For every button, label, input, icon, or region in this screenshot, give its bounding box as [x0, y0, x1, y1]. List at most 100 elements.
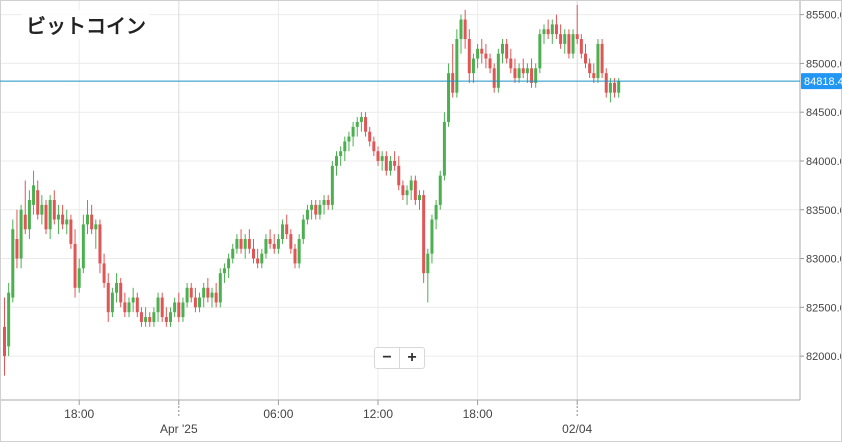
candle-body	[525, 68, 529, 74]
candle-body	[617, 81, 621, 93]
candle-body	[86, 214, 89, 225]
candle-body	[447, 73, 451, 122]
candle-body	[152, 312, 156, 322]
candle-body	[272, 243, 276, 249]
candle-body	[193, 297, 197, 308]
candle-body	[434, 204, 438, 220]
candle-body	[339, 151, 343, 157]
candle-body	[7, 292, 11, 347]
candle-body	[23, 214, 27, 230]
candle-body	[604, 73, 608, 93]
candle-body	[393, 160, 397, 166]
candle-body	[310, 204, 314, 210]
candle-body	[534, 68, 538, 83]
candle-body	[256, 258, 260, 264]
zoom-in-button[interactable]: +	[399, 348, 424, 368]
candle-body	[81, 224, 85, 269]
candle-body	[463, 19, 467, 40]
candle-body	[517, 68, 521, 79]
candle-body	[326, 200, 330, 205]
candle-body	[77, 268, 81, 288]
candle-body	[476, 48, 480, 59]
candle-body	[285, 224, 289, 235]
candle-body	[247, 239, 251, 249]
candle-body	[123, 302, 127, 313]
candle-body	[530, 68, 534, 83]
candle-body	[189, 287, 193, 298]
candle-body	[102, 263, 106, 283]
candle-body	[218, 273, 222, 303]
zoom-controls: − +	[374, 347, 425, 369]
candle-body	[563, 34, 567, 44]
candle-body	[210, 292, 214, 298]
candle-body	[368, 131, 372, 142]
candle-body	[131, 297, 135, 303]
chart-title: ビットコイン	[22, 10, 150, 39]
candle-body	[513, 68, 517, 79]
candle-body	[61, 214, 65, 225]
candle-body	[214, 292, 218, 303]
candle-body	[156, 297, 160, 313]
candle-body	[501, 43, 504, 54]
candle-body	[32, 185, 36, 205]
y-tick-label: 84000.0	[806, 156, 842, 168]
candle-body	[98, 224, 102, 264]
candle-body	[438, 175, 442, 205]
candle-body	[422, 195, 426, 274]
x-tick-label: 12:00	[363, 407, 393, 421]
candle-body	[160, 297, 164, 318]
candle-body	[492, 68, 496, 88]
y-tick-label: 85000.0	[806, 58, 842, 70]
candle-body	[127, 302, 131, 313]
candle-body	[148, 317, 152, 322]
candle-body	[106, 282, 110, 313]
candle-body	[164, 317, 168, 322]
candle-body	[484, 53, 488, 59]
candle-body	[322, 200, 326, 205]
candle-body	[418, 195, 421, 200]
candle-body	[169, 312, 172, 322]
candle-body	[297, 239, 301, 264]
candle-body	[335, 156, 338, 166]
candle-body	[264, 239, 268, 254]
candle-body	[181, 302, 185, 318]
y-tick-label: 82000.0	[806, 351, 842, 363]
candle-body	[467, 39, 471, 74]
candle-body	[584, 53, 587, 64]
candle-body	[588, 63, 592, 74]
candle-body	[260, 253, 264, 264]
current-price-label: 84818.4	[804, 76, 842, 88]
candle-body	[94, 224, 98, 230]
candle-body	[550, 24, 554, 35]
candle-body	[559, 34, 563, 44]
candle-body	[364, 117, 368, 132]
candle-body	[231, 248, 235, 259]
candle-body	[222, 268, 226, 274]
candle-body	[372, 141, 376, 152]
candle-body	[442, 121, 446, 176]
candle-body	[405, 190, 409, 196]
candle-body	[276, 239, 280, 249]
candle-body	[227, 258, 231, 269]
candle-body	[608, 82, 612, 93]
x-tick-label: Apr '25	[160, 422, 198, 436]
candle-body	[343, 141, 347, 152]
candle-body	[202, 287, 206, 298]
candle-body	[521, 68, 525, 74]
candle-body	[388, 160, 392, 171]
candle-body	[268, 239, 272, 244]
candle-body	[347, 136, 351, 142]
candle-body	[613, 82, 617, 93]
candle-body	[289, 234, 293, 249]
candle-body	[90, 214, 94, 230]
candle-body	[409, 180, 413, 191]
candle-body	[384, 156, 388, 171]
y-tick-label: 82500.0	[806, 302, 842, 314]
y-tick-label: 83000.0	[806, 254, 842, 266]
candle-body	[459, 19, 463, 40]
candle-body	[592, 73, 596, 79]
candle-body	[139, 312, 143, 322]
zoom-out-button[interactable]: −	[382, 349, 392, 366]
